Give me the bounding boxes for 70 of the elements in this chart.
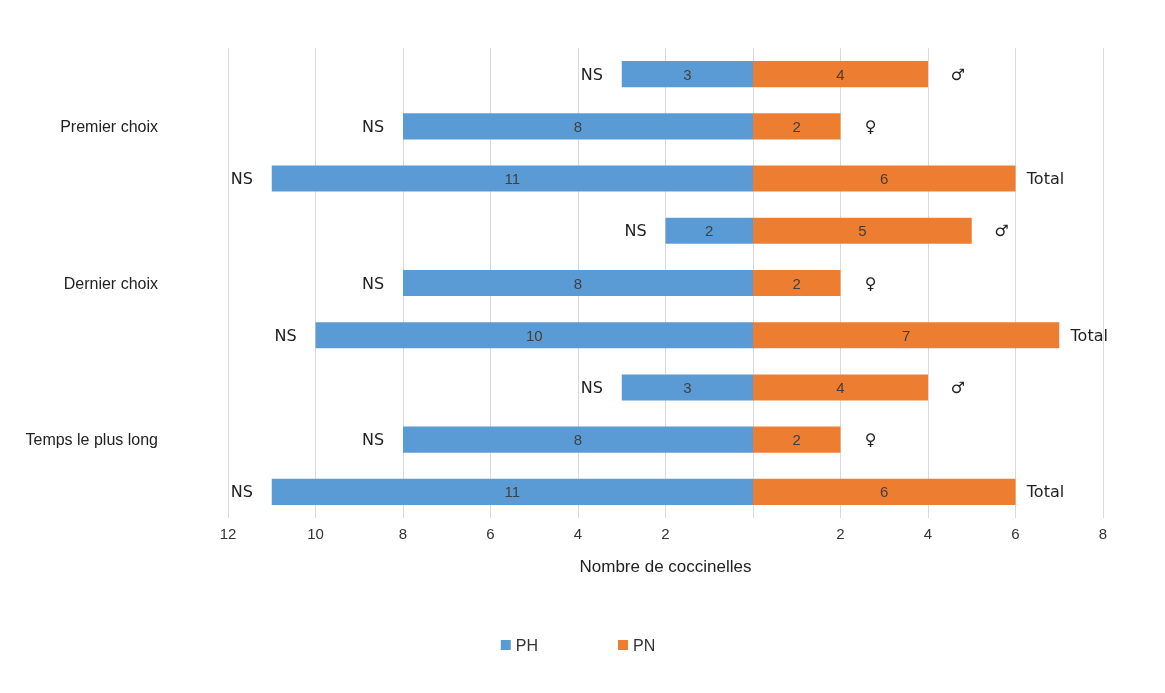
bar [753, 113, 841, 140]
annotation: NS [361, 273, 385, 293]
bar [403, 426, 753, 453]
annotation: NS [274, 325, 297, 345]
y-tick-label: Premier choix [60, 117, 158, 135]
annotation: NS [230, 482, 253, 502]
legend-label: PH [515, 636, 539, 654]
bar [403, 113, 753, 140]
data-label: 3 [683, 378, 692, 396]
annotation: Total [1025, 169, 1065, 189]
x-tick-label: 4 [923, 525, 933, 542]
annotation: ♂ [950, 64, 966, 84]
bar [753, 478, 1016, 505]
data-label: 7 [901, 326, 911, 344]
x-tick-label: 2 [661, 525, 670, 542]
bar [315, 322, 753, 349]
data-label: 2 [792, 117, 801, 135]
bar [665, 217, 753, 244]
x-tick-label: 6 [1011, 525, 1020, 542]
data-label: 6 [880, 483, 889, 501]
data-label: 8 [573, 274, 583, 292]
bar [753, 426, 841, 453]
y-tick-label: Dernier choix [63, 274, 158, 292]
annotation: Total [1025, 482, 1065, 502]
x-axis-title: Nombre de coccinelles [579, 557, 752, 576]
bar [753, 61, 928, 88]
x-tick-label: 2 [836, 525, 845, 542]
annotation: NS [361, 116, 385, 136]
annotation: ♀ [864, 116, 877, 136]
annotation: NS [624, 221, 647, 241]
data-label: 3 [683, 65, 692, 83]
annotation: ♀ [864, 430, 877, 450]
data-label: 10 [525, 326, 543, 344]
annotation: NS [361, 430, 385, 450]
bar [753, 217, 972, 244]
bar [403, 269, 753, 297]
bar [621, 374, 753, 401]
data-label: 2 [792, 274, 801, 292]
x-tick-label: 4 [573, 525, 583, 542]
data-label: 2 [705, 222, 714, 240]
legend-label: PN [633, 636, 656, 654]
annotation: ♂ [994, 221, 1009, 241]
data-label: 5 [858, 222, 867, 240]
data-label: 8 [573, 431, 583, 449]
annotation: Total [1069, 325, 1108, 345]
bar [753, 269, 841, 297]
bar [271, 478, 753, 505]
data-label: 11 [504, 170, 521, 188]
x-tick-label: 10 [307, 525, 324, 542]
bar [753, 374, 928, 401]
bar [753, 322, 1060, 349]
data-label: 6 [880, 170, 889, 188]
x-tick-label: 6 [486, 525, 495, 542]
bar [753, 165, 1016, 192]
bar [621, 61, 753, 88]
annotation: ♂ [950, 377, 966, 397]
data-label: 4 [836, 65, 845, 83]
bar [271, 165, 753, 192]
annotation: NS [580, 377, 603, 397]
data-label: 8 [573, 117, 583, 135]
annotation: NS [580, 64, 603, 84]
annotation: ♀ [864, 273, 877, 293]
x-tick-label: 12 [219, 525, 237, 542]
y-tick-label: Temps le plus long [25, 431, 158, 449]
x-tick-label: 8 [398, 525, 408, 542]
x-tick-label: 8 [1098, 525, 1108, 542]
data-label: 4 [836, 378, 845, 396]
data-label: 2 [792, 431, 801, 449]
annotation: NS [230, 169, 253, 189]
data-label: 11 [504, 483, 521, 501]
